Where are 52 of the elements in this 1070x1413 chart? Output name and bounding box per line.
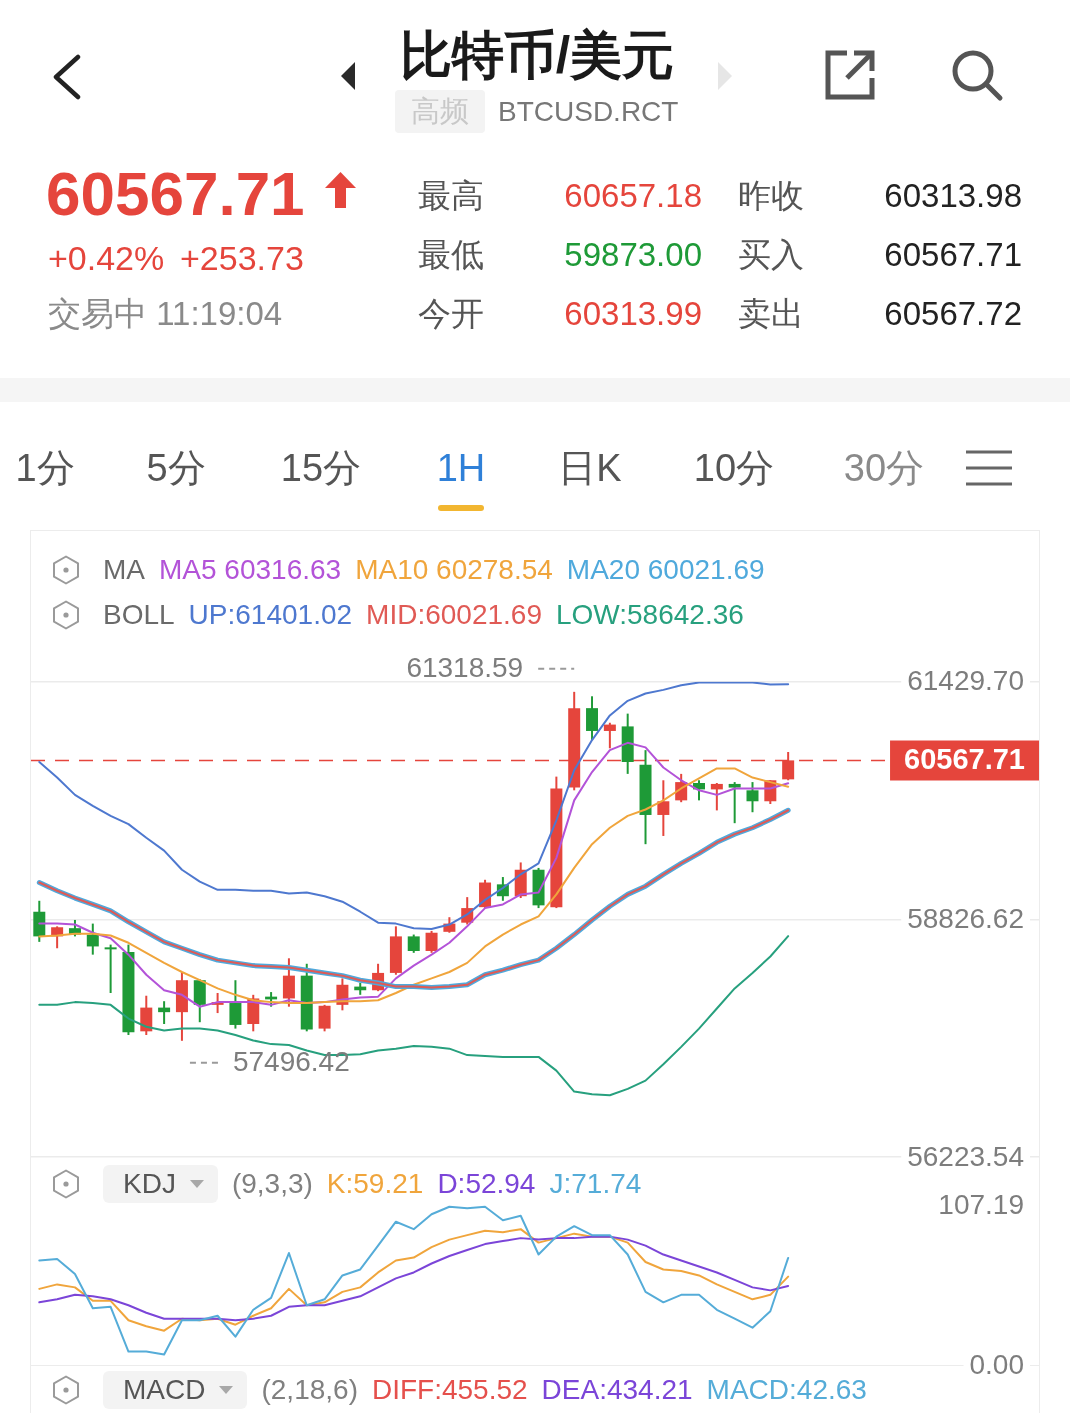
text: 30分 <box>843 447 925 489</box>
text: +0.42% <box>48 239 165 277</box>
text: 60567.71 <box>46 159 305 228</box>
dropdown: KDJ <box>103 1165 218 1203</box>
text: 15分 <box>280 447 362 489</box>
chart-subtitle: (9,3,3) <box>231 1168 313 1199</box>
text: 日K <box>558 447 622 489</box>
text: 60313.99 <box>564 295 702 332</box>
text: MA <box>103 554 145 585</box>
text: 最高 <box>418 177 484 214</box>
text: BOLL <box>103 599 175 630</box>
text: 5分 <box>146 447 206 489</box>
text: 10分 <box>693 447 775 489</box>
text: 昨收 <box>738 177 804 214</box>
text: 60567.72 <box>884 295 1022 332</box>
y-tick-label: 56223.54 <box>907 1140 1024 1172</box>
text: DEA:434.21 <box>541 1374 693 1405</box>
text: 比特币/美元 <box>399 26 675 84</box>
text: BTCUSD.RCT <box>498 96 679 127</box>
annotation: 61318.59 <box>406 651 524 683</box>
y-tick-label: 0.00 <box>969 1348 1024 1380</box>
text: MA20 60021.69 <box>566 554 765 585</box>
text: LOW:58642.36 <box>555 599 744 630</box>
y-tick-label: 58826.62 <box>907 903 1024 935</box>
text: MA5 60316.63 <box>159 554 342 585</box>
y-tick-label: 61429.70 <box>907 665 1024 697</box>
text: 59873.00 <box>564 236 702 273</box>
text: DIFF:455.52 <box>371 1374 528 1405</box>
text: 买入 <box>738 236 804 273</box>
text: 60567.71 <box>884 236 1022 273</box>
text: 1分 <box>15 447 75 489</box>
ref-line-label: 60567.71 <box>904 743 1026 776</box>
text: MACD:42.63 <box>706 1374 867 1405</box>
text: 1H <box>436 447 486 489</box>
text: MA10 60278.54 <box>355 554 553 585</box>
text: 交易中 11:19:04 <box>48 295 283 332</box>
annotation: 57496.42 <box>232 1045 350 1077</box>
text: 卖出 <box>738 295 804 332</box>
series-label: J:71.74 <box>549 1168 642 1199</box>
text: UP:61401.02 <box>188 599 353 630</box>
text: (2,18,6) <box>261 1374 358 1405</box>
dropdown: MACD <box>103 1371 248 1409</box>
y-tick-label: 107.19 <box>938 1188 1024 1220</box>
chart-title: KDJ <box>123 1168 176 1199</box>
text: 今开 <box>418 295 484 332</box>
text: 60657.18 <box>564 177 702 214</box>
text: 60313.98 <box>884 177 1022 214</box>
text: MID:60021.69 <box>366 599 542 630</box>
text: +253.73 <box>180 239 304 277</box>
series-label: K:59.21 <box>326 1168 424 1199</box>
text: 最低 <box>418 236 484 273</box>
series-label: D:52.94 <box>437 1168 536 1199</box>
